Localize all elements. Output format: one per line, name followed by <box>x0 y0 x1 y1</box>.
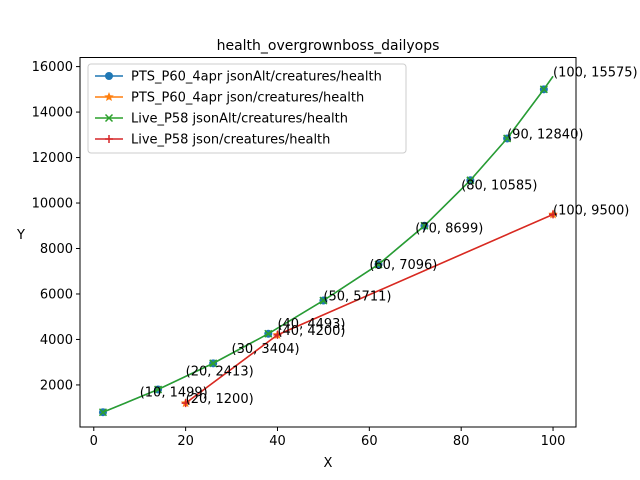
data-label: (100, 9500) <box>553 203 629 218</box>
data-point-2 <box>209 359 218 368</box>
y-axis-label: Y <box>16 228 25 243</box>
data-label: (10, 1499) <box>140 385 208 400</box>
data-label: (50, 5711) <box>323 290 391 305</box>
y-tick-label: 8000 <box>40 242 73 257</box>
y-tick-label: 12000 <box>32 151 73 166</box>
data-label: (60, 7096) <box>369 258 437 273</box>
legend-entry: Live_P58 json/creatures/health <box>95 133 330 148</box>
data-label: (30, 3404) <box>232 342 300 357</box>
data-point-2 <box>549 210 558 219</box>
data-label: (40, 4493) <box>277 317 345 332</box>
x-tick-label: 80 <box>453 434 470 449</box>
data-point-1 <box>273 330 282 339</box>
plot-frame <box>79 57 577 428</box>
legend-box <box>87 63 407 154</box>
y-tick-label: 6000 <box>40 287 73 302</box>
y-tick-label: 16000 <box>32 60 73 75</box>
data-label: (40, 4200) <box>277 324 345 339</box>
x-tick-label: 20 <box>177 434 194 449</box>
series-4 <box>181 210 558 408</box>
data-point-6 <box>420 221 429 230</box>
legend-marker <box>105 72 113 80</box>
data-point-5 <box>374 260 383 269</box>
data-label: (100, 15575) <box>553 65 638 80</box>
data-label: (90, 12840) <box>507 127 583 142</box>
x-axis-label: X <box>324 456 333 471</box>
chart-title: health_overgrownboss_dailyops <box>217 38 440 54</box>
data-point-8 <box>503 134 512 143</box>
legend-marker <box>104 113 114 123</box>
plot-area: (10, 1499) (20, 2413) (30, 3404) (40, 4493)… <box>98 65 638 417</box>
legend-label: Live_P58 jsonAlt/creatures/health <box>131 112 348 127</box>
data-label: (20, 2413) <box>186 365 254 380</box>
legend-entry: Live_P58 jsonAlt/creatures/health <box>95 112 348 127</box>
x-tick-label: 40 <box>269 434 286 449</box>
data-point-9 <box>539 85 548 94</box>
legend-entry: PTS_P60_4apr json/creatures/health <box>95 91 364 106</box>
series-3 <box>98 75 554 417</box>
data-label: (20, 1200) <box>186 392 254 407</box>
data-point-0 <box>181 399 190 408</box>
legend-marker <box>105 135 113 143</box>
x-tick-label: 60 <box>361 434 378 449</box>
legend-label: PTS_P60_4apr json/creatures/health <box>131 91 364 106</box>
legend-label: Live_P58 json/creatures/health <box>131 133 330 148</box>
x-tick-label: 100 <box>541 434 566 449</box>
data-label: (80, 10585) <box>461 179 537 194</box>
axes: 0 20 40 60 80 100 2000 4000 6000 8000 10000 12000 14… <box>32 60 566 449</box>
data-point-0 <box>98 408 107 417</box>
data-label: (70, 8699) <box>415 222 483 237</box>
data-point-4 <box>319 296 328 305</box>
legend-label: PTS_P60_4apr jsonAlt/creatures/health <box>131 70 382 85</box>
legend: PTS_P60_4apr jsonAlt/creatures/health PTS… <box>87 63 407 154</box>
legend-entry: PTS_P60_4apr jsonAlt/creatures/health <box>95 70 382 85</box>
y-tick-label: 2000 <box>40 378 73 393</box>
y-tick-label: 14000 <box>32 106 73 121</box>
data-point-1 <box>154 385 163 394</box>
y-tick-label: 4000 <box>40 333 73 348</box>
data-point-3 <box>264 329 273 338</box>
legend-marker <box>104 92 114 102</box>
x-tick-label: 0 <box>90 434 98 449</box>
data-point-7 <box>466 176 475 185</box>
y-tick-label: 10000 <box>32 197 73 212</box>
